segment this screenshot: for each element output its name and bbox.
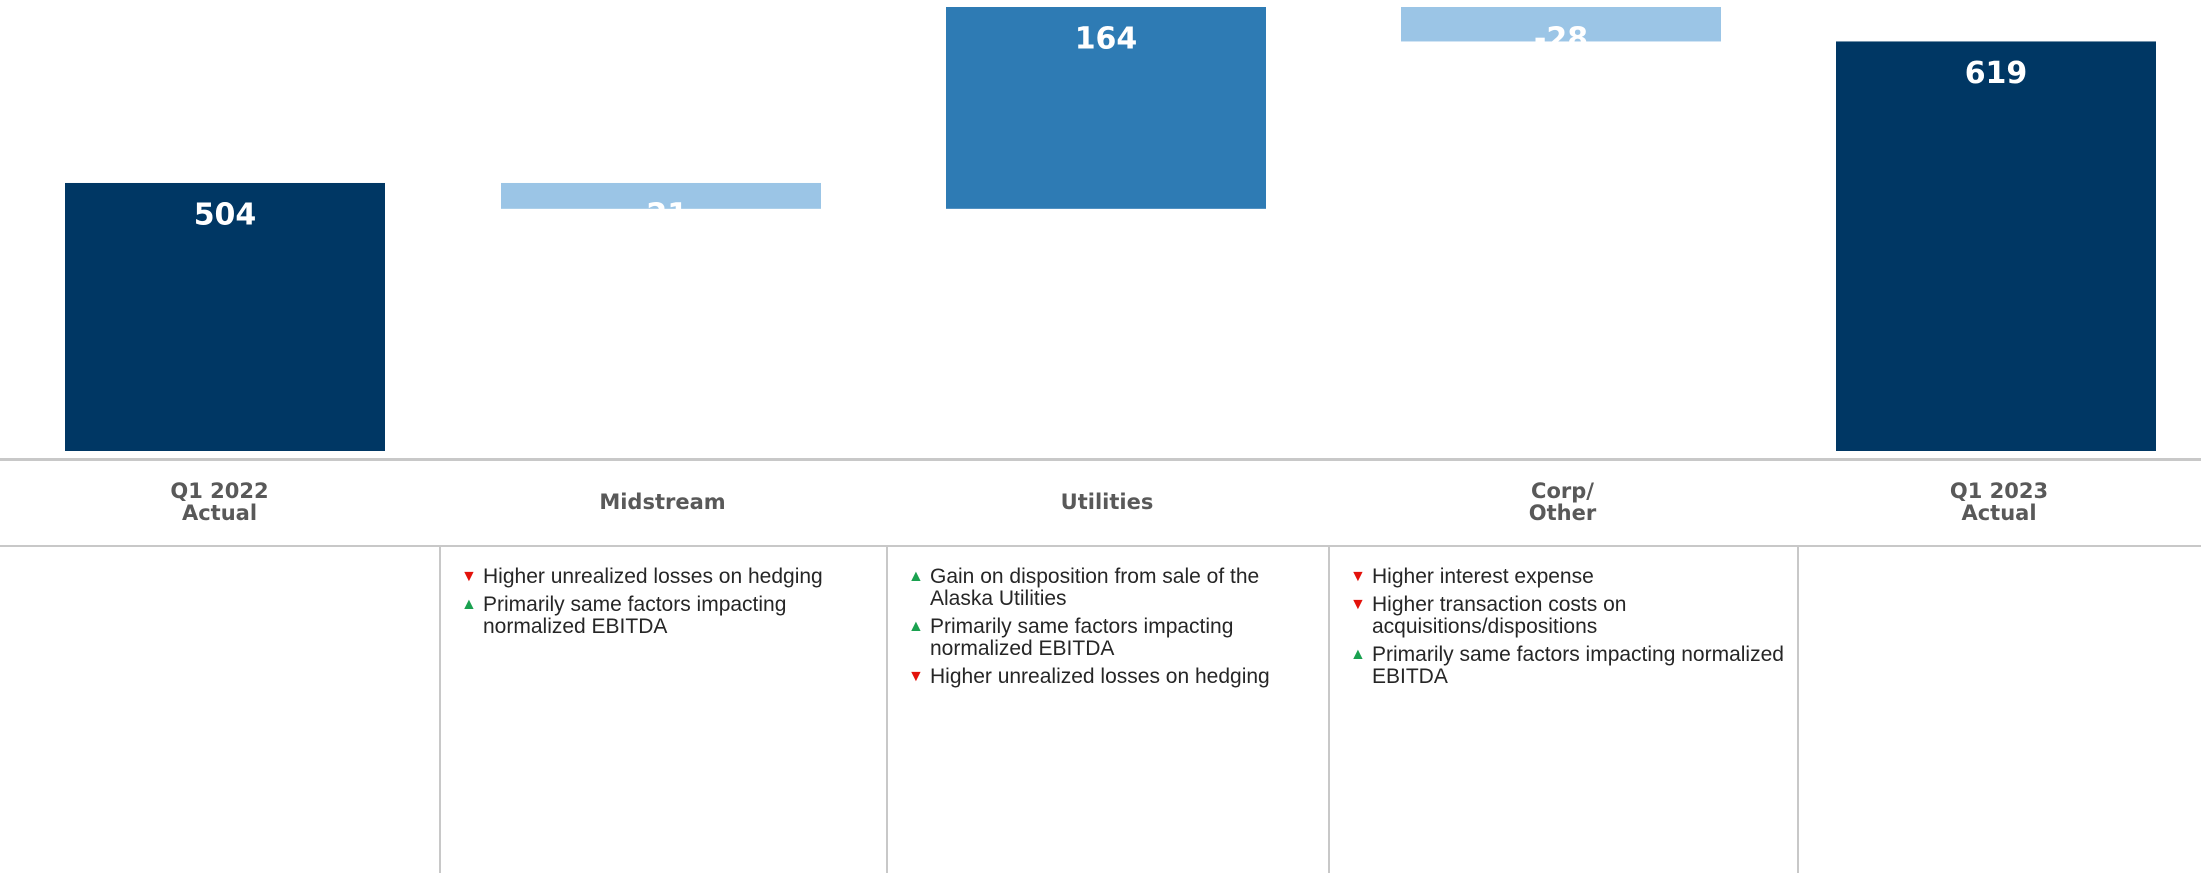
column-divider xyxy=(439,546,441,873)
bar xyxy=(65,182,385,451)
note: Higher interest expense xyxy=(1350,566,1787,589)
bar-label: -21 xyxy=(634,197,688,232)
note: Higher transaction costs on acquisitions… xyxy=(1350,594,1787,638)
notes-column: Higher unrealized losses on hedging Prima… xyxy=(439,566,886,644)
bar xyxy=(1401,7,1721,42)
column-divider xyxy=(1797,546,1799,873)
column-divider xyxy=(1328,546,1330,873)
note: Gain on disposition from sale of the Ala… xyxy=(908,566,1318,610)
bar xyxy=(501,182,821,209)
column-divider xyxy=(886,546,888,873)
category-label: Q1 2023 Actual xyxy=(1949,479,2049,525)
note: Primarily same factors impacting normali… xyxy=(1350,644,1787,688)
note: Primarily same factors impacting normali… xyxy=(461,594,876,638)
note: Higher unrealized losses on hedging xyxy=(908,666,1318,689)
bar-label: 619 xyxy=(1965,56,2028,91)
row-divider xyxy=(0,545,2201,547)
chart: 504 -21 164 -28 619 xyxy=(65,7,2156,452)
bar xyxy=(946,7,1266,209)
bar-label: 164 xyxy=(1075,22,1138,57)
bar-label: 504 xyxy=(194,197,257,232)
note: Higher unrealized losses on hedging xyxy=(461,566,876,589)
bar xyxy=(1836,41,2156,452)
notes-column: Gain on disposition from sale of the Ala… xyxy=(886,566,1328,694)
notes-column: Higher interest expense Higher transactio… xyxy=(1328,566,1797,694)
category-label: Utilities xyxy=(1060,490,1154,514)
axis-line xyxy=(0,458,2201,461)
category-label: Q1 2022 Actual xyxy=(170,479,269,525)
bar-label: -28 xyxy=(1534,22,1588,57)
category-label: Midstream xyxy=(599,490,726,514)
category-label: Corp/ Other xyxy=(1528,479,1597,525)
note: Primarily same factors impacting normali… xyxy=(908,616,1318,660)
